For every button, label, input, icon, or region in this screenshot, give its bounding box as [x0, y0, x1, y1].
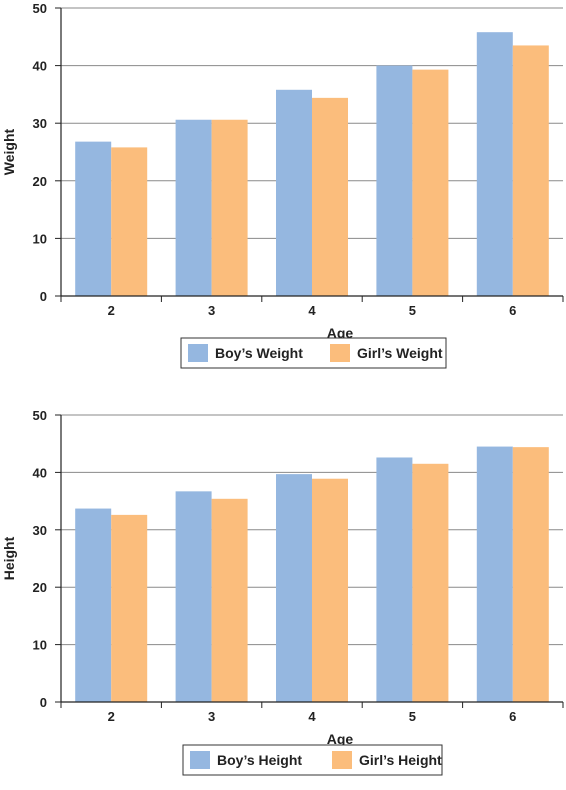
weight-x-tick-label: 3 — [208, 303, 215, 318]
height-bar-girl — [512, 447, 549, 702]
height-y-tick-label: 20 — [33, 580, 47, 595]
height-bar-boy — [75, 508, 112, 702]
height-y-tick-label: 30 — [33, 523, 47, 538]
weight-legend-swatch-boy — [188, 344, 208, 362]
height-y-tick-label: 10 — [33, 638, 47, 653]
weight-y-tick-label: 40 — [33, 59, 47, 74]
height-y-axis-title: Height — [1, 536, 17, 580]
weight-y-tick-label: 30 — [33, 116, 47, 131]
weight-bar-boy — [276, 89, 312, 297]
weight-bar-boy — [476, 32, 513, 296]
height-y-tick-label: 0 — [40, 695, 47, 710]
weight-x-tick-label: 2 — [108, 303, 115, 318]
height-bar-girl — [211, 498, 248, 702]
height-y-tick-label: 40 — [33, 465, 47, 480]
height-legend-swatch-boy — [190, 751, 210, 769]
height-bar-boy — [476, 446, 513, 702]
weight-x-axis-title: Age — [327, 325, 354, 341]
height-legend-swatch-girl — [332, 751, 352, 769]
height-legend — [182, 744, 443, 776]
weight-y-tick-label: 50 — [33, 1, 47, 16]
height-chart: 0 10 20 30 40 50 2 3 4 5 6 Age Height Boy’s Height Gir… — [1, 408, 564, 776]
weight-bar-girl — [312, 97, 348, 296]
weight-bar-girl — [111, 147, 148, 296]
weight-x-tick-label: 4 — [308, 303, 316, 318]
weight-y-tick-label: 10 — [33, 231, 47, 246]
weight-legend — [180, 337, 447, 369]
height-bar-boy — [276, 474, 312, 702]
weight-bar-girl — [211, 119, 248, 296]
height-bar-girl — [111, 514, 148, 702]
weight-legend-label-girl: Girl’s Weight — [357, 345, 443, 361]
height-y-tick-label: 50 — [33, 408, 47, 423]
height-bar-boy — [376, 457, 413, 702]
weight-y-tick-label: 20 — [33, 174, 47, 189]
weight-bar-boy — [175, 119, 212, 296]
weight-bar-girl — [512, 45, 549, 296]
height-x-tick-label: 3 — [208, 709, 215, 724]
height-x-tick-label: 5 — [409, 709, 416, 724]
weight-y-tick-label: 0 — [40, 289, 47, 304]
weight-bar-boy — [75, 141, 112, 296]
height-x-axis-title: Age — [327, 731, 354, 747]
weight-chart: 0 10 20 30 40 50 2 3 4 5 6 Age Weight Boy’s Weight Gir… — [1, 1, 564, 369]
height-x-tick-label: 2 — [108, 709, 115, 724]
height-bar-girl — [312, 478, 348, 702]
weight-y-axis-title: Weight — [1, 128, 17, 175]
weight-legend-label-boy: Boy’s Weight — [215, 345, 303, 361]
height-x-tick-label: 6 — [509, 709, 516, 724]
height-bar-girl — [412, 463, 449, 702]
weight-x-tick-label: 6 — [509, 303, 516, 318]
height-bar-boy — [175, 491, 212, 702]
weight-bar-girl — [412, 69, 449, 296]
weight-legend-swatch-girl — [330, 344, 350, 362]
height-legend-label-girl: Girl’s Height — [359, 752, 442, 768]
height-x-tick-label: 4 — [308, 709, 316, 724]
weight-bar-boy — [376, 65, 413, 296]
height-legend-label-boy: Boy’s Height — [217, 752, 302, 768]
weight-x-tick-label: 5 — [409, 303, 416, 318]
